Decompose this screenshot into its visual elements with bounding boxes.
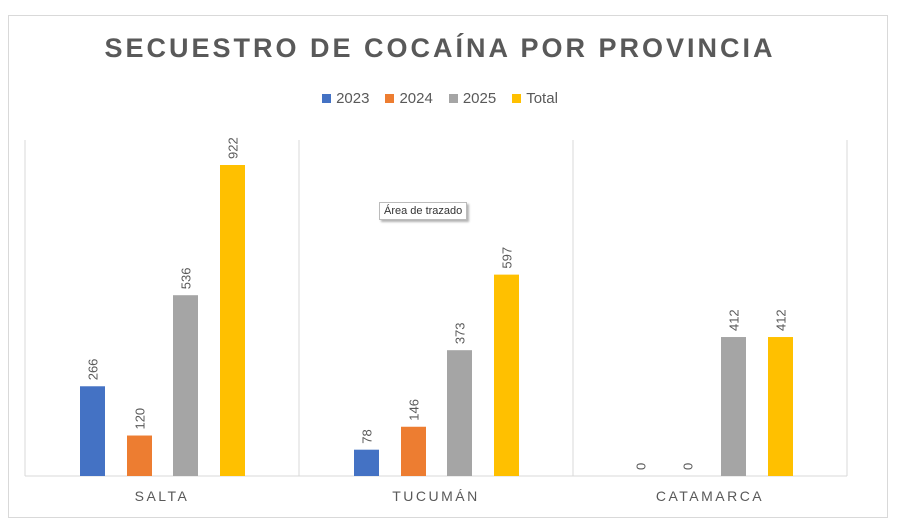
legend-label: 2025 [462, 90, 497, 107]
legend-swatch [512, 94, 522, 103]
bar-total-catamarca [768, 337, 793, 476]
bar-2023-salta [80, 386, 105, 476]
bar-2024-tucumán [401, 426, 426, 476]
data-label: 373 [453, 322, 468, 344]
legend-label: 2024 [399, 90, 433, 107]
bar-2025-catamarca [721, 337, 746, 476]
data-label: 597 [500, 247, 515, 269]
category-label: CATAMARCA [656, 488, 764, 504]
data-label: 412 [727, 309, 742, 331]
legend-swatch [322, 94, 332, 103]
chart-title: SECUESTRO DE COCAÍNA POR PROVINCIA [104, 33, 776, 63]
data-label: 0 [681, 463, 696, 470]
data-label: 78 [360, 429, 375, 443]
legend-item-2023: 2023 [322, 90, 369, 107]
data-label: 120 [133, 408, 148, 430]
bar-2025-tucumán [447, 350, 472, 476]
bar-total-tucumán [494, 274, 519, 476]
chart-area [8, 15, 888, 518]
data-label: 266 [86, 359, 101, 381]
category-label: SALTA [135, 488, 190, 504]
bar-2023-tucumán [354, 449, 379, 476]
legend-label: Total [526, 90, 558, 107]
legend-swatch [448, 94, 458, 103]
bar-2024-salta [127, 435, 152, 476]
legend-item-2025: 2025 [448, 90, 497, 107]
tooltip: Área de trazado [379, 202, 468, 220]
legend: 2023 2024 2025 Total [0, 90, 880, 107]
bar-2025-salta [173, 295, 198, 476]
legend-label: 2023 [336, 90, 370, 107]
data-label: 412 [774, 309, 789, 331]
data-label: 922 [226, 137, 241, 159]
data-label: 146 [407, 399, 422, 421]
legend-item-2024: 2024 [385, 90, 433, 107]
category-label: TUCUMÁN [392, 488, 480, 504]
data-label: 536 [179, 267, 194, 289]
data-label: 0 [634, 463, 649, 470]
legend-swatch [385, 94, 395, 103]
bar-total-salta [220, 165, 245, 476]
legend-item-total: Total [512, 90, 558, 107]
